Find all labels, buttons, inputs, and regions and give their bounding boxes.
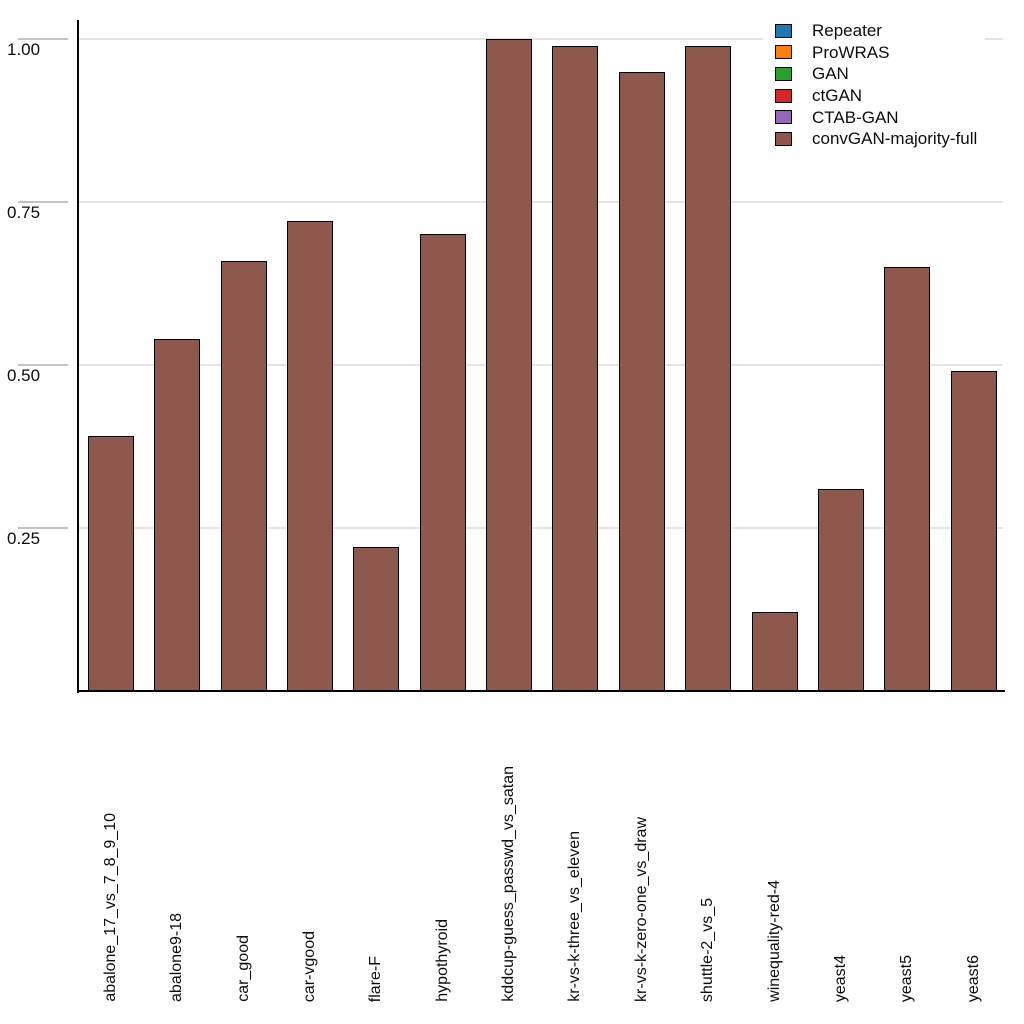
y-tick-label: 0.75 <box>7 202 41 222</box>
bar-kddcup-guess_passwd_vs_satan <box>486 39 533 691</box>
legend-label: Repeater <box>812 21 882 41</box>
legend-label: ctGAN <box>812 86 863 106</box>
gridline <box>78 363 1003 366</box>
bar-abalone9-18 <box>154 338 201 691</box>
gridline <box>78 526 1003 529</box>
bar-flare-F <box>353 547 400 691</box>
legend-item-ProWRAS: ProWRAS <box>775 42 977 64</box>
y-tick-label: 0.25 <box>7 528 41 548</box>
gridline <box>78 200 1003 203</box>
x-tick-label: yeast4 <box>831 954 849 1002</box>
legend-swatch-icon <box>775 131 792 146</box>
legend-item-Repeater: Repeater <box>775 20 977 42</box>
bar-winequality-red-4 <box>751 612 798 691</box>
x-tick-label: yeast5 <box>898 954 916 1002</box>
legend: Repeater ProWRAS GAN ctGAN CTAB-GAN convGAN-m… <box>763 14 986 156</box>
legend-label: CTAB-GAN <box>812 107 899 127</box>
x-tick-label: kddcup-guess_passwd_vs_satan <box>500 766 518 1002</box>
legend-label: convGAN-majority-full <box>812 129 978 149</box>
x-tick-label: abalone_17_vs_7_8_9_10 <box>102 813 119 1002</box>
legend-item-GAN: GAN <box>775 63 977 85</box>
y-tick-mark <box>18 526 68 529</box>
bar-car-vgood <box>287 221 334 691</box>
legend-swatch-icon <box>775 88 792 103</box>
gridline <box>78 38 1003 40</box>
bar-yeast5 <box>884 267 931 691</box>
legend-item-ctGAN: ctGAN <box>775 85 977 107</box>
bar-car_good <box>220 260 267 691</box>
y-tick-mark <box>18 200 68 203</box>
x-tick-label: winequality-red-4 <box>765 880 783 1002</box>
x-tick-label: car_good <box>234 935 252 1002</box>
bar-hypothyroid <box>419 234 466 691</box>
legend-label: GAN <box>812 64 849 84</box>
y-tick-label: 1.00 <box>7 40 41 59</box>
x-axis-line <box>77 689 1005 692</box>
bar-shuttle-2_vs_5 <box>685 45 732 691</box>
legend-item-CTAB-GAN: CTAB-GAN <box>775 106 977 128</box>
y-tick-label: 0.50 <box>7 365 41 385</box>
legend-swatch-icon <box>775 110 792 125</box>
y-tick-mark <box>18 363 68 366</box>
x-tick-label: shuttle-2_vs_5 <box>699 897 717 1002</box>
x-tick-label: car-vgood <box>301 930 319 1002</box>
x-tick-label: kr-vs-k-three_vs_eleven <box>566 831 584 1002</box>
y-axis-line <box>77 20 79 693</box>
bar-yeast4 <box>817 488 864 691</box>
bar-kr-vs-k-zero-one_vs_draw <box>618 71 665 691</box>
x-tick-label: kr-vs-k-zero-one_vs_draw <box>632 817 650 1002</box>
x-tick-label: flare-F <box>367 955 385 1002</box>
legend-swatch-icon <box>775 45 792 60</box>
legend-swatch-icon <box>775 66 792 81</box>
y-tick-mark <box>18 38 68 40</box>
legend-swatch-icon <box>775 23 792 38</box>
x-tick-label: yeast6 <box>964 954 982 1002</box>
x-tick-label: hypothyroid <box>433 919 451 1002</box>
bar-abalone_17_vs_7_8_9_10 <box>88 436 134 691</box>
legend-item-convGAN-majority-full: convGAN-majority-full <box>775 128 977 150</box>
legend-label: ProWRAS <box>812 42 890 62</box>
x-tick-label: abalone9-18 <box>168 913 186 1002</box>
bar-yeast6 <box>950 371 997 691</box>
bar-kr-vs-k-three_vs_eleven <box>552 45 599 691</box>
